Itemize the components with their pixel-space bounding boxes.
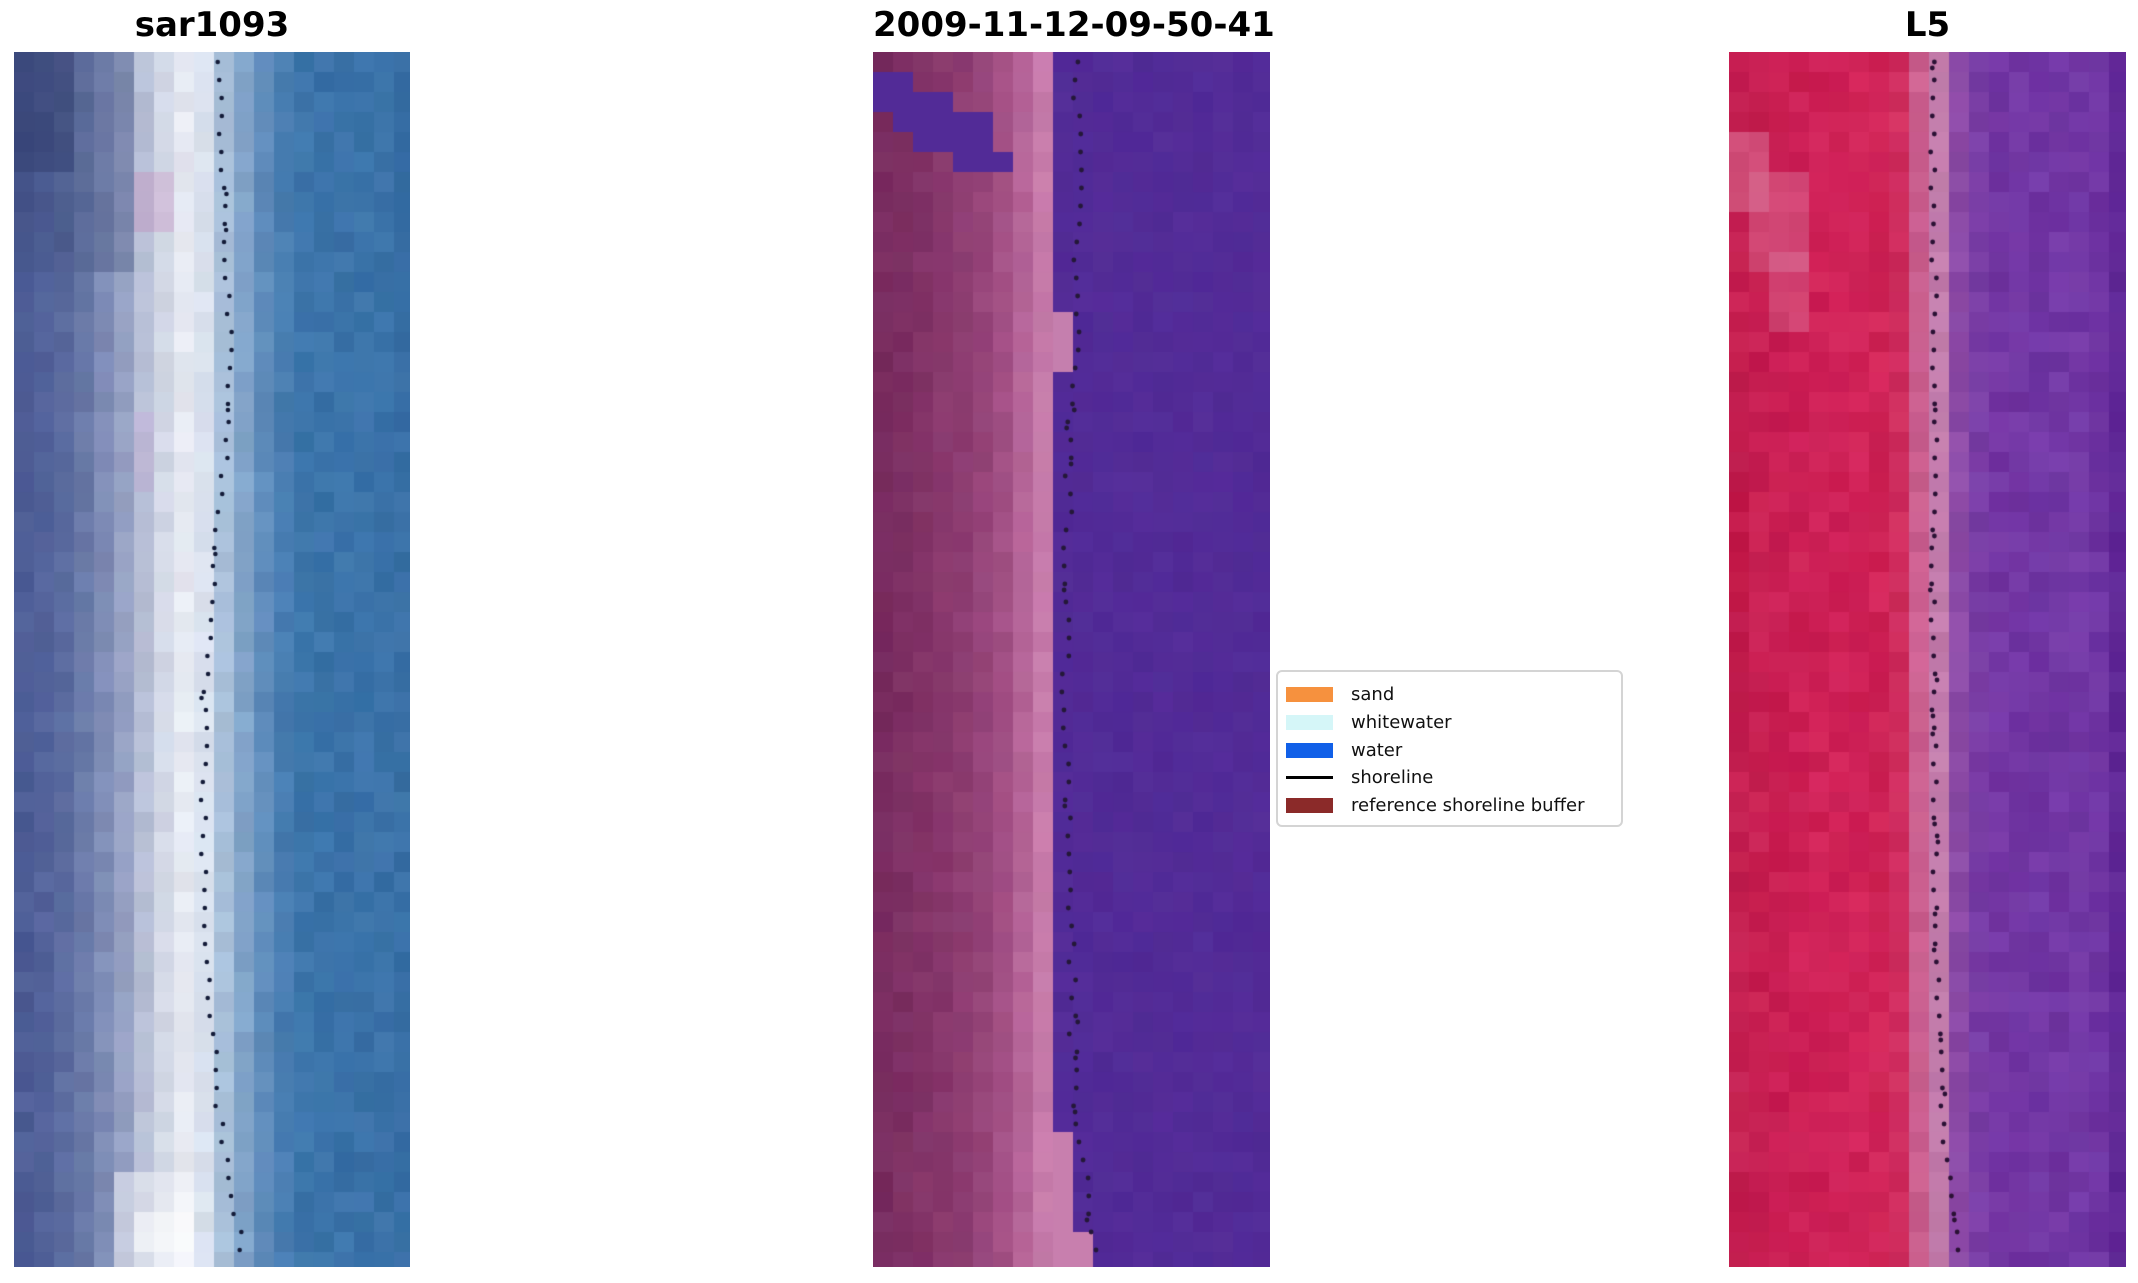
legend-label: reference shoreline buffer <box>1351 795 1585 816</box>
legend-patch-swatch <box>1286 714 1333 730</box>
panel-l5 <box>1729 52 2126 1267</box>
panel-title-l5: L5 <box>1904 5 1951 45</box>
legend-label: shoreline <box>1351 767 1434 789</box>
legend-item: whitewater <box>1286 709 1611 736</box>
panel-sar1093 <box>14 52 410 1267</box>
sar-image-canvas <box>14 52 410 1267</box>
legend-label: whitewater <box>1351 711 1452 733</box>
legend-item: sand <box>1286 681 1611 708</box>
panel-title-sar1093: sar1093 <box>134 5 290 45</box>
legend-item: water <box>1286 737 1611 764</box>
legend-patch-swatch <box>1286 798 1333 813</box>
legend-label: water <box>1351 739 1403 761</box>
legend-patch-swatch <box>1286 742 1333 758</box>
legend-line-swatch <box>1286 776 1333 780</box>
panel-classified <box>873 52 1270 1267</box>
legend-item: reference shoreline buffer <box>1286 792 1611 819</box>
legend-patch-swatch <box>1286 687 1333 702</box>
l5-image-canvas <box>1729 52 2126 1267</box>
legend-label: sand <box>1351 684 1395 705</box>
legend-item: shoreline <box>1286 764 1611 791</box>
legend: sand whitewater water shoreline reference sh… <box>1276 670 1623 827</box>
classified-image-canvas <box>873 52 1270 1267</box>
panel-title-date: 2009-11-12-09-50-41 <box>873 5 1275 45</box>
